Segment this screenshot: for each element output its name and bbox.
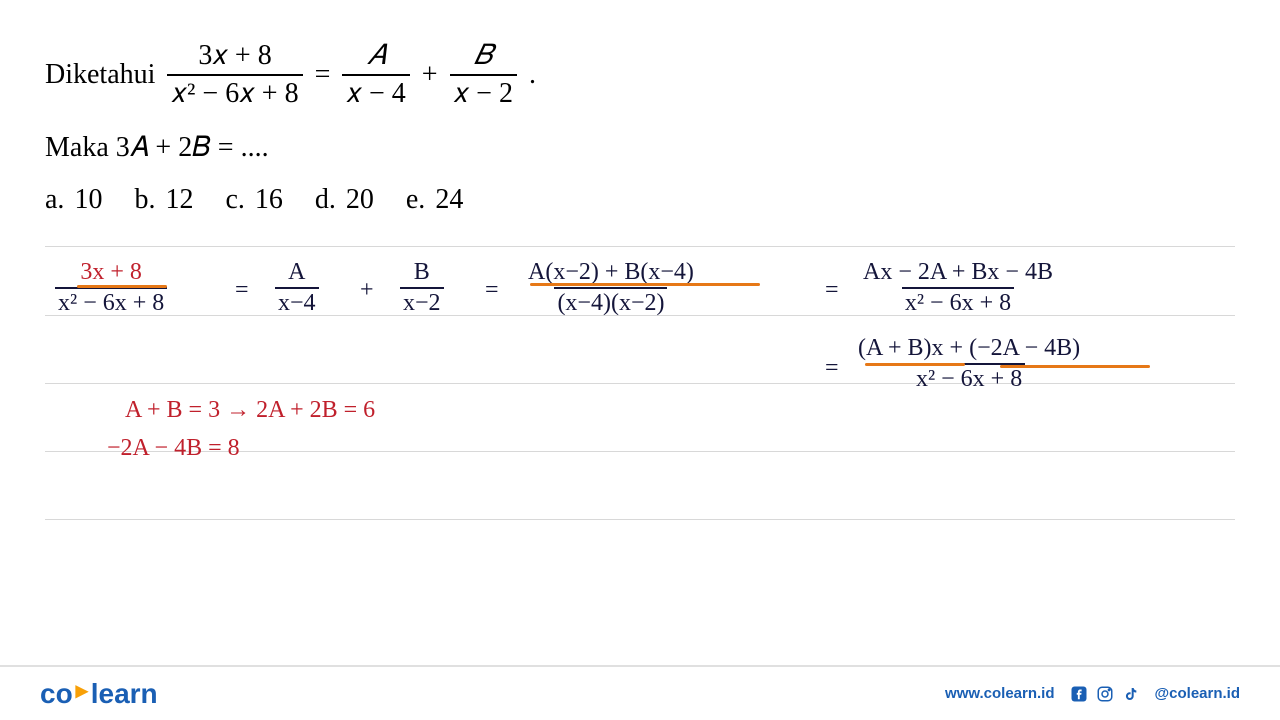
footer-url: www.colearn.id — [945, 685, 1054, 702]
lhs-fraction: 3𝑥 + 8 𝑥² − 6𝑥 + 8 — [167, 40, 302, 110]
instagram-icon — [1095, 684, 1115, 704]
footer-right: www.colearn.id @colearn.id — [945, 684, 1240, 704]
hw-eq3: = — [825, 277, 839, 304]
footer-bar: co ▸ learn www.colearn.id @colearn.id — [0, 665, 1280, 720]
option-e: e. 24 — [406, 184, 463, 216]
hw-frac5: Ax − 2A + Bx − 4B x² − 6x + 8 — [860, 259, 1056, 316]
tiktok-icon — [1121, 684, 1141, 704]
handwritten-work-area: 3x + 8 x² − 6x + 8 = A x−4 + B x−2 = A(x… — [45, 246, 1235, 536]
option-d: d. 20 — [315, 184, 374, 216]
hw-eq4: = — [825, 355, 839, 382]
option-a: a. 10 — [45, 184, 102, 216]
underline-4 — [1000, 365, 1150, 368]
rhs2-fraction: 𝐵 𝑥 − 2 — [450, 40, 517, 110]
footer-handle: @colearn.id — [1155, 685, 1240, 702]
underline-3 — [865, 363, 965, 366]
hw-red-eq2: −2A − 4B = 8 — [107, 435, 240, 462]
facebook-icon — [1069, 684, 1089, 704]
hw-plus: + — [360, 277, 374, 304]
problem-statement-line2: Maka 3𝐴 + 2𝐵 = .... — [45, 132, 1235, 164]
answer-options: a. 10 b. 12 c. 16 d. 20 e. 24 — [45, 184, 1235, 216]
option-b: b. 12 — [134, 184, 193, 216]
intro-text: Diketahui — [45, 59, 155, 91]
logo-dot-icon: ▸ — [76, 676, 88, 705]
rhs1-fraction: 𝐴 𝑥 − 4 — [342, 40, 409, 110]
colearn-logo: co ▸ learn — [40, 678, 158, 710]
hw-frac3: B x−2 — [400, 259, 444, 316]
hw-red-eq1: A + B = 3 → 2A + 2B = 6 — [125, 397, 375, 424]
option-c: c. 16 — [225, 184, 282, 216]
hw-frac2: A x−4 — [275, 259, 319, 316]
underline-1 — [77, 285, 167, 288]
problem-statement-line1: Diketahui 3𝑥 + 8 𝑥² − 6𝑥 + 8 = 𝐴 𝑥 − 4 +… — [45, 40, 1235, 110]
underline-2 — [530, 283, 760, 286]
hw-eq2: = — [485, 277, 499, 304]
hw-frac4: A(x−2) + B(x−4) (x−4)(x−2) — [525, 259, 697, 316]
hw-eq1: = — [235, 277, 249, 304]
